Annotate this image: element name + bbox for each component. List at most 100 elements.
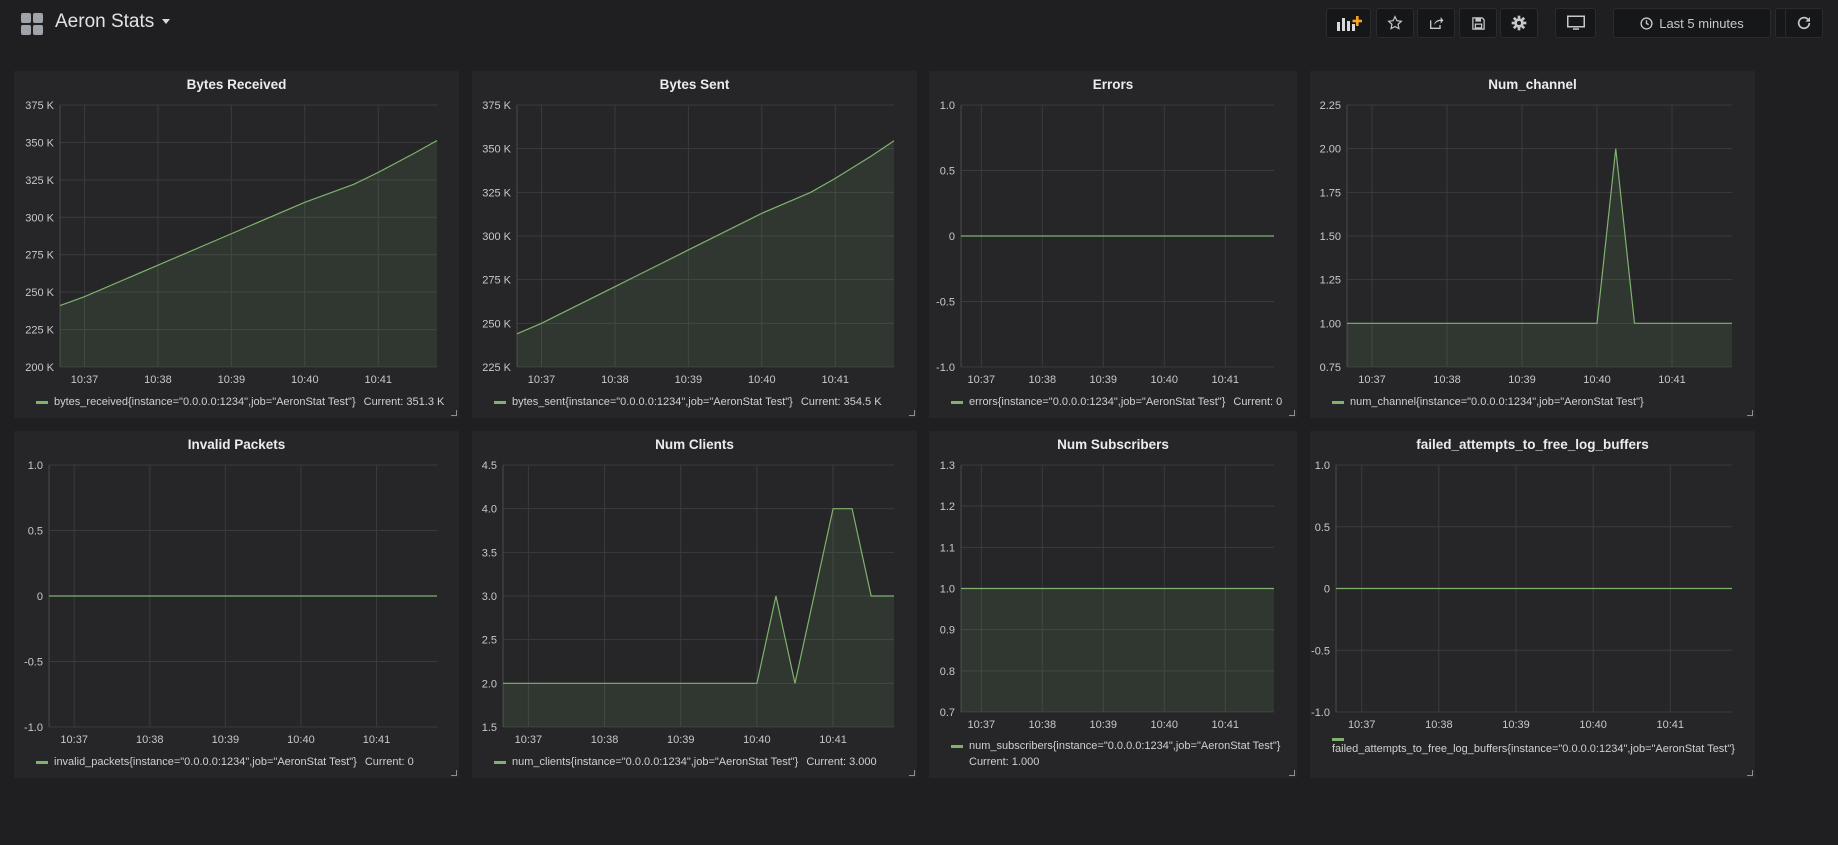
legend-swatch[interactable] (36, 400, 48, 404)
legend-current-value: Current: 0 (364, 756, 414, 768)
legend-swatch[interactable] (951, 400, 963, 404)
legend-swatch[interactable] (494, 400, 506, 404)
x-tick-label: 10:41 (819, 734, 847, 746)
panel-errors: Errors 1.0 0.5 0 -0.5 -1.0 10:37 10:38 10:39 10:4… (929, 71, 1297, 418)
monitor-icon (1566, 15, 1585, 30)
y-tick-label: 200 K (25, 362, 54, 374)
panel-resize-handle[interactable] (451, 770, 457, 776)
panel-resize-handle[interactable] (1747, 410, 1753, 416)
top-navbar: Aeron Stats (0, 0, 1838, 48)
y-tick-label: 1.0 (28, 460, 43, 472)
legend-series-name[interactable]: num_channel{instance="0.0.0.0:1234",job=… (1350, 396, 1644, 408)
panel-resize-handle[interactable] (1289, 770, 1295, 776)
panel-resize-handle[interactable] (909, 410, 915, 416)
y-tick-label: 0.75 (1320, 362, 1341, 374)
legend-series-name[interactable]: bytes_received{instance="0.0.0.0:1234",j… (54, 396, 356, 408)
graph-failed-attempts-to-free-log-buffers[interactable]: 1.0 0.5 0 -0.5 -1.0 10:37 10:38 10:39 10:40 10:41 (1310, 431, 1755, 778)
panel-title[interactable]: Errors (1092, 77, 1134, 92)
panel-title[interactable]: Invalid Packets (187, 437, 286, 452)
panel-legend: num_channel{instance="0.0.0.0:1234",job=… (1332, 394, 1652, 410)
graph-num-subscribers[interactable]: 1.3 1.2 1.1 1.0 0.9 0.8 0.7 10:37 10:38 10:39 10:4… (929, 431, 1297, 778)
y-tick-label: 1.1 (940, 542, 955, 554)
y-tick-label: 1.0 (1315, 460, 1330, 472)
panel-failed-attempts-to-free-log-buffers: failed_attempts_to_free_log_buffers 1.0 0.… (1310, 431, 1755, 778)
legend-series-name[interactable]: invalid_packets{instance="0.0.0.0:1234",… (54, 756, 357, 768)
graph-errors[interactable]: 1.0 0.5 0 -0.5 -1.0 10:37 10:38 10:39 10:40 10:41 (929, 71, 1297, 418)
x-tick-label: 10:40 (1579, 719, 1607, 731)
star-dashboard-button[interactable] (1376, 8, 1414, 38)
view-mode-button[interactable] (1555, 8, 1596, 38)
panel-title[interactable]: Num Subscribers (1057, 437, 1169, 452)
y-tick-label: 0 (37, 591, 43, 603)
x-tick-label: 10:40 (287, 734, 315, 746)
x-tick-label: 10:39 (212, 734, 240, 746)
y-tick-label: 2.5 (482, 635, 497, 647)
legend-series-name[interactable]: errors{instance="0.0.0.0:1234",job="Aero… (969, 396, 1226, 408)
panel-resize-handle[interactable] (1747, 770, 1753, 776)
x-tick-label: 10:38 (136, 734, 164, 746)
y-tick-label: 1.50 (1320, 231, 1341, 243)
legend-swatch[interactable] (1332, 400, 1344, 404)
y-tick-label: -1.0 (936, 362, 955, 374)
legend-series-name[interactable]: failed_attempts_to_free_log_buffers{inst… (1332, 743, 1735, 755)
x-tick-label: 10:39 (1090, 719, 1118, 731)
y-tick-label: 275 K (25, 250, 54, 262)
y-tick-label: 0.9 (940, 625, 955, 637)
star-icon (1387, 15, 1403, 30)
x-tick-label: 10:41 (821, 374, 849, 386)
legend-series-name[interactable]: num_subscribers{instance="0.0.0.0:1234",… (969, 740, 1281, 752)
legend-swatch[interactable] (951, 744, 963, 748)
panel-title[interactable]: Num Clients (655, 437, 734, 452)
x-tick-label: 10:40 (1150, 374, 1178, 386)
panel-bytes-sent: Bytes Sent 375 K 350 K 325 K 300 K 275 K 250 K… (472, 71, 917, 418)
share-dashboard-button[interactable] (1417, 8, 1455, 38)
series-line[interactable] (503, 508, 894, 684)
dashboard-title-dropdown[interactable]: Aeron Stats (55, 11, 171, 33)
panel-title[interactable]: Bytes Received (186, 77, 287, 92)
refresh-button[interactable] (1785, 8, 1823, 38)
panel-legend: bytes_sent{instance="0.0.0.0:1234",job="… (494, 394, 882, 410)
panel-title[interactable]: Num_channel (1488, 77, 1577, 92)
x-tick-label: 10:38 (1029, 719, 1057, 731)
legend-swatch[interactable] (36, 760, 48, 764)
add-panel-button[interactable] (1326, 8, 1371, 38)
dashboard-settings-button[interactable] (1500, 8, 1538, 38)
y-tick-label: 225 K (482, 362, 511, 374)
legend-swatch[interactable] (1332, 738, 1344, 741)
panel-resize-handle[interactable] (451, 410, 457, 416)
save-dashboard-button[interactable] (1459, 8, 1497, 38)
legend-series-name[interactable]: bytes_sent{instance="0.0.0.0:1234",job="… (512, 396, 793, 408)
y-tick-label: 3.5 (482, 547, 497, 559)
legend-series-name[interactable]: num_clients{instance="0.0.0.0:1234",job=… (512, 756, 799, 768)
x-tick-label: 10:40 (291, 374, 319, 386)
y-tick-label: 300 K (25, 212, 54, 224)
x-tick-label: 10:39 (1508, 374, 1536, 386)
series-line[interactable] (516, 140, 895, 335)
y-tick-label: -1.0 (1311, 707, 1330, 719)
time-range-picker[interactable]: Last 5 minutes (1613, 8, 1771, 38)
x-tick-label: 10:39 (675, 374, 703, 386)
panel-resize-handle[interactable] (909, 770, 915, 776)
graph-num-channel[interactable]: 2.25 2.00 1.75 1.50 1.25 1.00 0.75 10:37 10:38 10… (1310, 71, 1755, 418)
panel-title[interactable]: Bytes Sent (659, 77, 730, 92)
dashboards-grid-icon[interactable] (21, 13, 43, 35)
x-tick-label: 10:38 (601, 374, 629, 386)
panel-legend: failed_attempts_to_free_log_buffers{inst… (1332, 738, 1735, 757)
legend-current-value: Current: 354.5 K (800, 396, 882, 408)
graph-bytes-received[interactable]: 375 K 350 K 325 K 300 K 275 K 250 K 225 K 200 K… (14, 71, 459, 418)
series-line[interactable] (1347, 148, 1732, 324)
series-area (1347, 148, 1732, 367)
x-tick-label: 10:41 (1211, 374, 1239, 386)
legend-swatch[interactable] (494, 760, 506, 764)
legend-current-value: Current: 1.000 (969, 756, 1040, 768)
graph-invalid-packets[interactable]: 1.0 0.5 0 -0.5 -1.0 10:37 10:38 10:39 10:40 10:41 (14, 431, 459, 778)
panel-title[interactable]: failed_attempts_to_free_log_buffers (1416, 437, 1649, 452)
panel-resize-handle[interactable] (1289, 410, 1295, 416)
y-tick-label: 1.0 (940, 100, 955, 112)
graph-bytes-sent[interactable]: 375 K 350 K 325 K 300 K 275 K 250 K 225 K 10:37… (472, 71, 917, 418)
y-tick-label: 2.25 (1320, 100, 1341, 112)
graph-num-clients[interactable]: 4.5 4.0 3.5 3.0 2.5 2.0 1.5 10:37 10:38 10:39 10:4… (472, 431, 917, 778)
series-line[interactable] (59, 139, 438, 307)
panel-num-clients: Num Clients 4.5 4.0 3.5 3.0 2.5 2.0 1.5 10:37 10:… (472, 431, 917, 778)
x-tick-label: 10:39 (1502, 719, 1530, 731)
